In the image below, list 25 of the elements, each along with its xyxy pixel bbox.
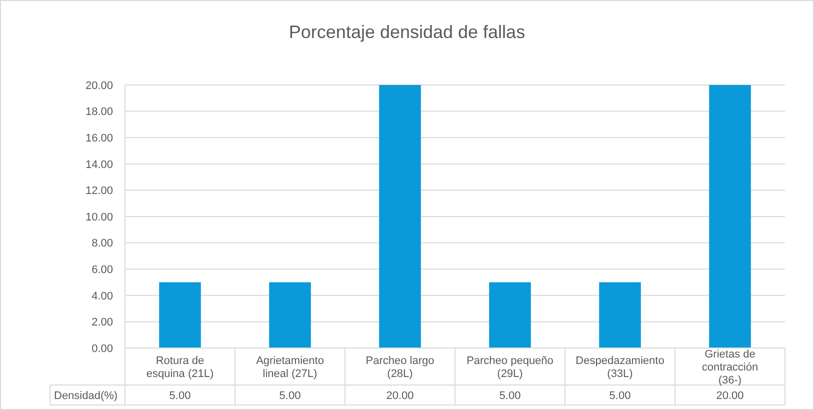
data-label: 5.00 [279,390,301,402]
text: Densidad(%) [54,390,118,402]
y-tick-label: 4.00 [92,290,113,302]
y-tick-label: 16.00 [85,132,113,144]
y-tick-label: 20.00 [85,80,113,92]
y-tick-label: 10.00 [85,211,113,224]
y-tick-label: 6.00 [92,264,113,276]
data-label: 5.00 [499,390,521,402]
x-tick-label: Grietas de contracción (36-) [702,348,758,386]
y-tick-label: 8.00 [92,238,113,250]
y-tick-label: 2.00 [92,316,113,329]
data-label: 5.00 [169,390,191,402]
x-tick-label: Parcheo pequeño (29L) [466,354,554,380]
x-tick-label: Parcheo largo (28L) [366,354,434,380]
data-label: 20.00 [716,390,744,402]
y-tick-label: 12.00 [85,185,113,198]
x-tick-label: Despedazamiento (33L) [576,354,664,380]
y-tick-label: 18.00 [85,106,113,118]
x-tick-label: Agrietamiento lineal (27L) [256,354,324,380]
x-tick-label: Rotura de esquina (21L) [146,354,214,380]
chart-title: Porcentaje densidad de fallas [288,22,526,42]
data-label: 5.00 [609,390,631,402]
y-tick-label: 0.00 [92,342,113,355]
data-label: 20.00 [386,390,414,402]
y-tick-label: 14.00 [85,158,113,171]
